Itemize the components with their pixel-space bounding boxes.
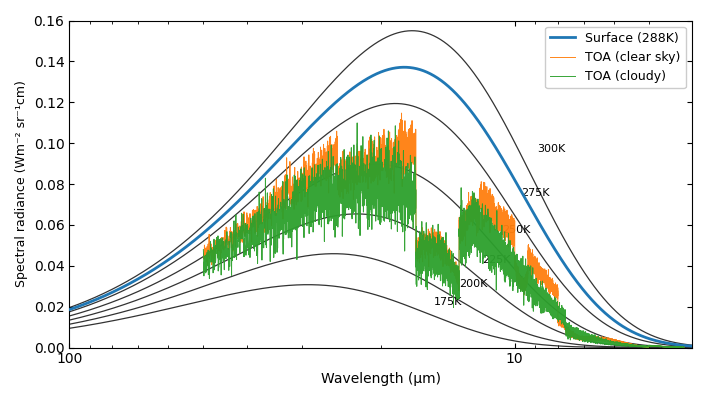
Surface (288K)	[633, 332, 642, 337]
TOA (clear sky)	[640, 344, 648, 349]
Line: TOA (clear sky): TOA (clear sky)	[204, 113, 684, 347]
Surface (288K)	[514, 184, 522, 188]
TOA (cloudy)	[353, 121, 361, 126]
Text: 250K: 250K	[503, 225, 531, 235]
Text: 275K: 275K	[520, 188, 549, 198]
Legend: Surface (288K), TOA (clear sky), TOA (cloudy): Surface (288K), TOA (clear sky), TOA (cl…	[545, 27, 686, 88]
TOA (cloudy)	[510, 257, 518, 262]
TOA (clear sky)	[589, 336, 597, 340]
TOA (clear sky)	[601, 337, 609, 342]
TOA (cloudy)	[680, 345, 689, 350]
TOA (clear sky)	[284, 187, 293, 192]
TOA (clear sky)	[397, 111, 406, 115]
TOA (cloudy)	[284, 205, 293, 209]
TOA (clear sky)	[510, 228, 518, 233]
TOA (clear sky)	[628, 343, 636, 348]
TOA (clear sky)	[199, 255, 208, 260]
Surface (288K)	[390, 66, 398, 71]
Line: TOA (cloudy): TOA (cloudy)	[204, 123, 684, 347]
Text: 300K: 300K	[537, 144, 566, 154]
Line: Surface (288K): Surface (288K)	[69, 67, 692, 346]
Text: 200K: 200K	[459, 279, 487, 289]
Surface (288K)	[688, 344, 696, 348]
Text: 225K: 225K	[482, 255, 510, 265]
TOA (cloudy)	[640, 344, 648, 349]
Surface (288K)	[65, 307, 74, 312]
Text: 175K: 175K	[433, 298, 462, 308]
TOA (cloudy)	[679, 345, 688, 350]
X-axis label: Wavelength (μm): Wavelength (μm)	[321, 372, 440, 386]
Surface (288K)	[594, 304, 602, 309]
Y-axis label: Spectral radiance (Wm⁻² sr⁻¹cm): Spectral radiance (Wm⁻² sr⁻¹cm)	[15, 81, 28, 288]
TOA (cloudy)	[589, 334, 597, 338]
TOA (clear sky)	[679, 345, 688, 350]
Surface (288K)	[652, 338, 660, 343]
TOA (cloudy)	[199, 247, 208, 252]
TOA (cloudy)	[601, 340, 609, 344]
Surface (288K)	[609, 317, 617, 322]
TOA (cloudy)	[628, 343, 636, 348]
Surface (288K)	[400, 65, 409, 70]
TOA (clear sky)	[680, 345, 689, 350]
